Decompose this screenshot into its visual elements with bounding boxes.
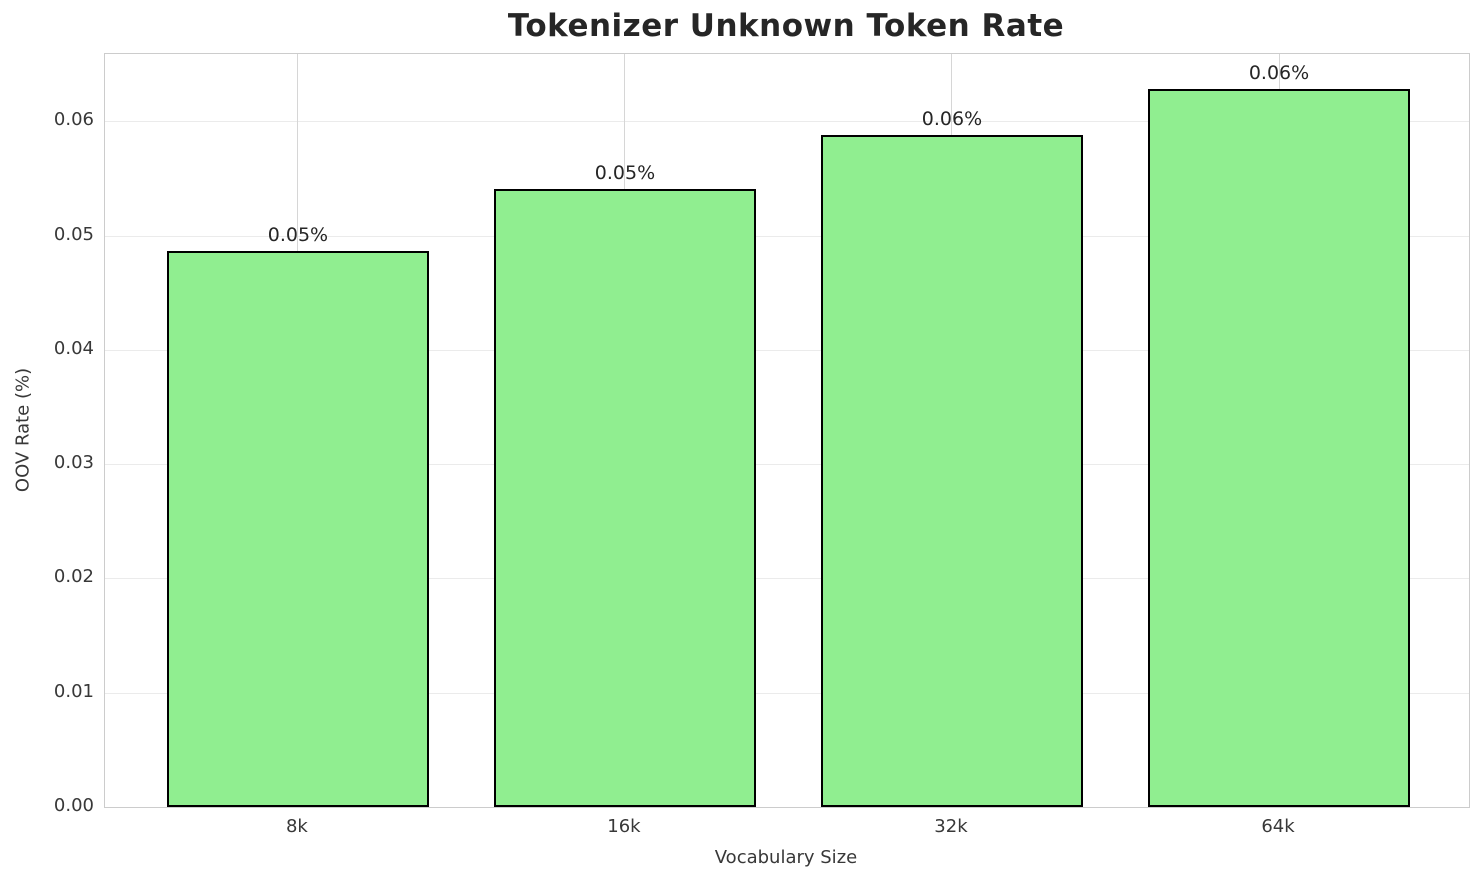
horizontal-gridline (105, 692, 1469, 694)
bar-64k (1148, 89, 1410, 807)
x-axis-label: Vocabulary Size (714, 847, 858, 868)
bar-16k (494, 188, 756, 807)
horizontal-gridline (105, 464, 1469, 466)
bar-value-label: 0.05% (594, 161, 656, 184)
bar-value-label: 0.06% (1248, 62, 1310, 85)
horizontal-gridline (105, 578, 1469, 580)
y-tick-label: 0.06 (53, 109, 94, 131)
horizontal-gridline (105, 349, 1469, 351)
horizontal-gridline (105, 121, 1469, 123)
horizontal-gridline (105, 235, 1469, 237)
x-tick-label-32k: 32k (934, 816, 968, 837)
y-axis-label: OOV Rate (%) (12, 367, 34, 493)
bar-8k (167, 250, 429, 807)
x-tick-label-8k: 8k (285, 816, 308, 837)
x-tick-label-16k: 16k (607, 816, 641, 837)
y-tick-label: 0.01 (53, 680, 94, 702)
chart-title: Tokenizer Unknown Token Rate (507, 8, 1065, 44)
y-tick-label: 0.00 (53, 795, 94, 816)
bar-value-label: 0.06% (921, 108, 983, 131)
y-tick-label: 0.05 (53, 223, 94, 245)
bar-value-label: 0.05% (267, 223, 329, 246)
x-tick-label-64k: 64k (1261, 816, 1295, 837)
bar-32k (821, 135, 1083, 807)
plot-area: 0.05% 0.05% 0.06% 0.06% (104, 53, 1470, 808)
y-tick-label: 0.03 (53, 452, 94, 474)
y-tick-label: 0.02 (53, 566, 94, 588)
y-tick-label: 0.04 (53, 337, 94, 359)
